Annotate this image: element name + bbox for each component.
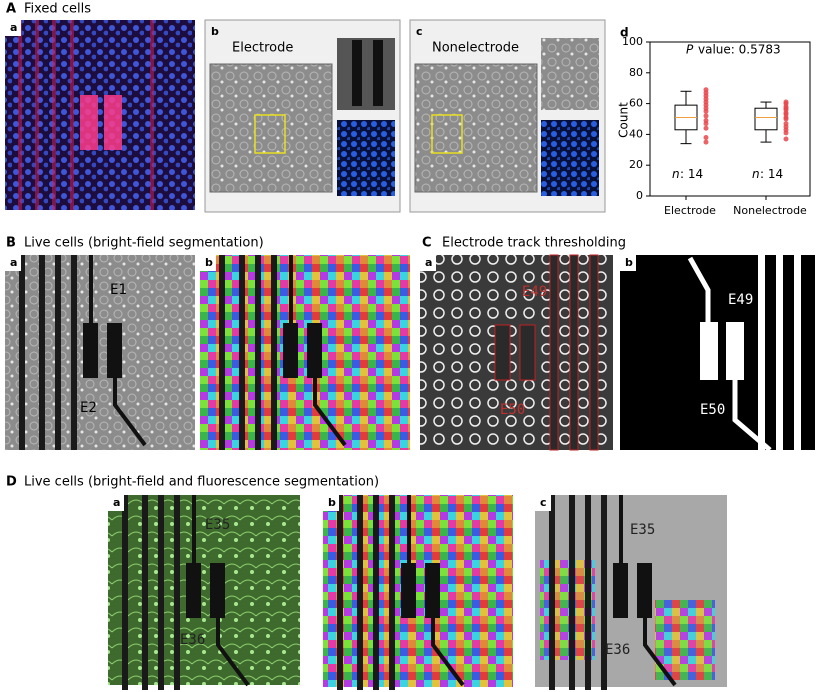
image — [5, 255, 195, 450]
data-point — [703, 118, 709, 124]
section-letter: B — [6, 236, 16, 251]
y-tick-label: 100 — [622, 35, 643, 48]
section-title: Fixed cells — [24, 2, 91, 17]
panel-caption: Electrode — [232, 41, 293, 56]
electrode-label: E35 — [205, 517, 230, 533]
data-point — [703, 113, 709, 119]
label-box — [420, 255, 436, 271]
electrode-label: E36 — [180, 632, 205, 648]
data-point — [783, 99, 789, 105]
panel-letter: c — [540, 496, 547, 509]
pad — [104, 95, 122, 150]
y-tick-label: 0 — [636, 189, 643, 202]
data-point — [703, 134, 709, 140]
panel-letter: b — [211, 25, 219, 38]
section-title: Live cells (bright-field segmentation) — [24, 236, 264, 251]
pad — [373, 40, 383, 106]
image — [209, 63, 333, 193]
data-point — [703, 139, 709, 145]
image-fluorescence — [541, 120, 599, 196]
tracks — [18, 20, 154, 210]
box — [754, 107, 778, 131]
roi — [254, 114, 286, 154]
x-tick-label: Nonelectrode — [733, 204, 807, 217]
section-letter: C — [422, 236, 432, 251]
electrode — [494, 254, 599, 451]
electrode-label: E50 — [500, 402, 525, 418]
electrode-label: E35 — [630, 522, 655, 538]
image — [414, 63, 538, 193]
y-tick-label: 20 — [629, 158, 643, 171]
electrode-label: E2 — [80, 400, 97, 416]
annotation-italic: P — [686, 43, 694, 57]
image-fluorescence — [337, 120, 395, 196]
section-letter: D — [6, 475, 17, 490]
pad — [80, 95, 98, 150]
y-tick-label: 40 — [629, 127, 643, 140]
electrode-label: E1 — [110, 282, 127, 298]
n-label-italic: n — [752, 167, 760, 181]
panel-letter: b — [625, 256, 633, 269]
image-segmented — [200, 255, 410, 450]
image-segmented — [323, 495, 513, 687]
pad — [352, 40, 362, 106]
data-point — [703, 87, 709, 93]
electrode-label: E50 — [700, 402, 725, 418]
image — [5, 20, 195, 210]
x-tick-label: Electrode — [664, 204, 716, 217]
image-zoom — [541, 38, 599, 110]
box-plot: d P value: 0.5783 Count 0 20 40 60 80 100 Elec… — [617, 26, 811, 217]
label-box — [5, 20, 21, 36]
annotation: value: 0.5783 — [698, 43, 781, 57]
electrode-mask — [687, 255, 801, 452]
label-box — [620, 255, 636, 271]
data-point — [703, 125, 709, 131]
electrode-label: E49 — [728, 292, 753, 308]
panel-letter: a — [113, 496, 120, 509]
n-label: : 14 — [760, 167, 783, 181]
section-letter: A — [6, 2, 16, 17]
data-point — [783, 121, 789, 127]
label-box — [323, 495, 339, 511]
y-tick-label: 60 — [629, 97, 643, 110]
n-label: : 14 — [680, 167, 703, 181]
electrode-label: E36 — [605, 642, 630, 658]
panel-letter: b — [328, 496, 336, 509]
label-box — [535, 495, 551, 511]
label-box — [5, 255, 21, 271]
label-box — [200, 255, 216, 271]
image — [420, 255, 613, 450]
image-fixed-cells — [5, 20, 195, 210]
section-title: Live cells (bright-field and fluorescenc… — [24, 475, 379, 490]
image-zoom — [337, 38, 395, 110]
data-point — [783, 136, 789, 142]
panel-letter: c — [416, 25, 423, 38]
roi — [431, 114, 463, 154]
panel-caption: Nonelectrode — [432, 41, 519, 56]
image — [108, 495, 300, 685]
panel-letter: a — [10, 256, 17, 269]
panel-letter: b — [205, 256, 213, 269]
n-label-italic: n — [672, 167, 680, 181]
panel-letter: a — [425, 256, 432, 269]
section-title: Electrode track thresholding — [442, 236, 626, 251]
electrode-label: E49 — [522, 284, 547, 300]
segmented-cells — [655, 600, 715, 680]
plot-frame — [649, 41, 811, 197]
panel-letter: d — [620, 26, 629, 40]
y-axis-label: Count — [617, 102, 631, 138]
label-box — [108, 495, 124, 511]
panel-letter: a — [10, 21, 17, 34]
y-tick-label: 80 — [629, 66, 643, 79]
